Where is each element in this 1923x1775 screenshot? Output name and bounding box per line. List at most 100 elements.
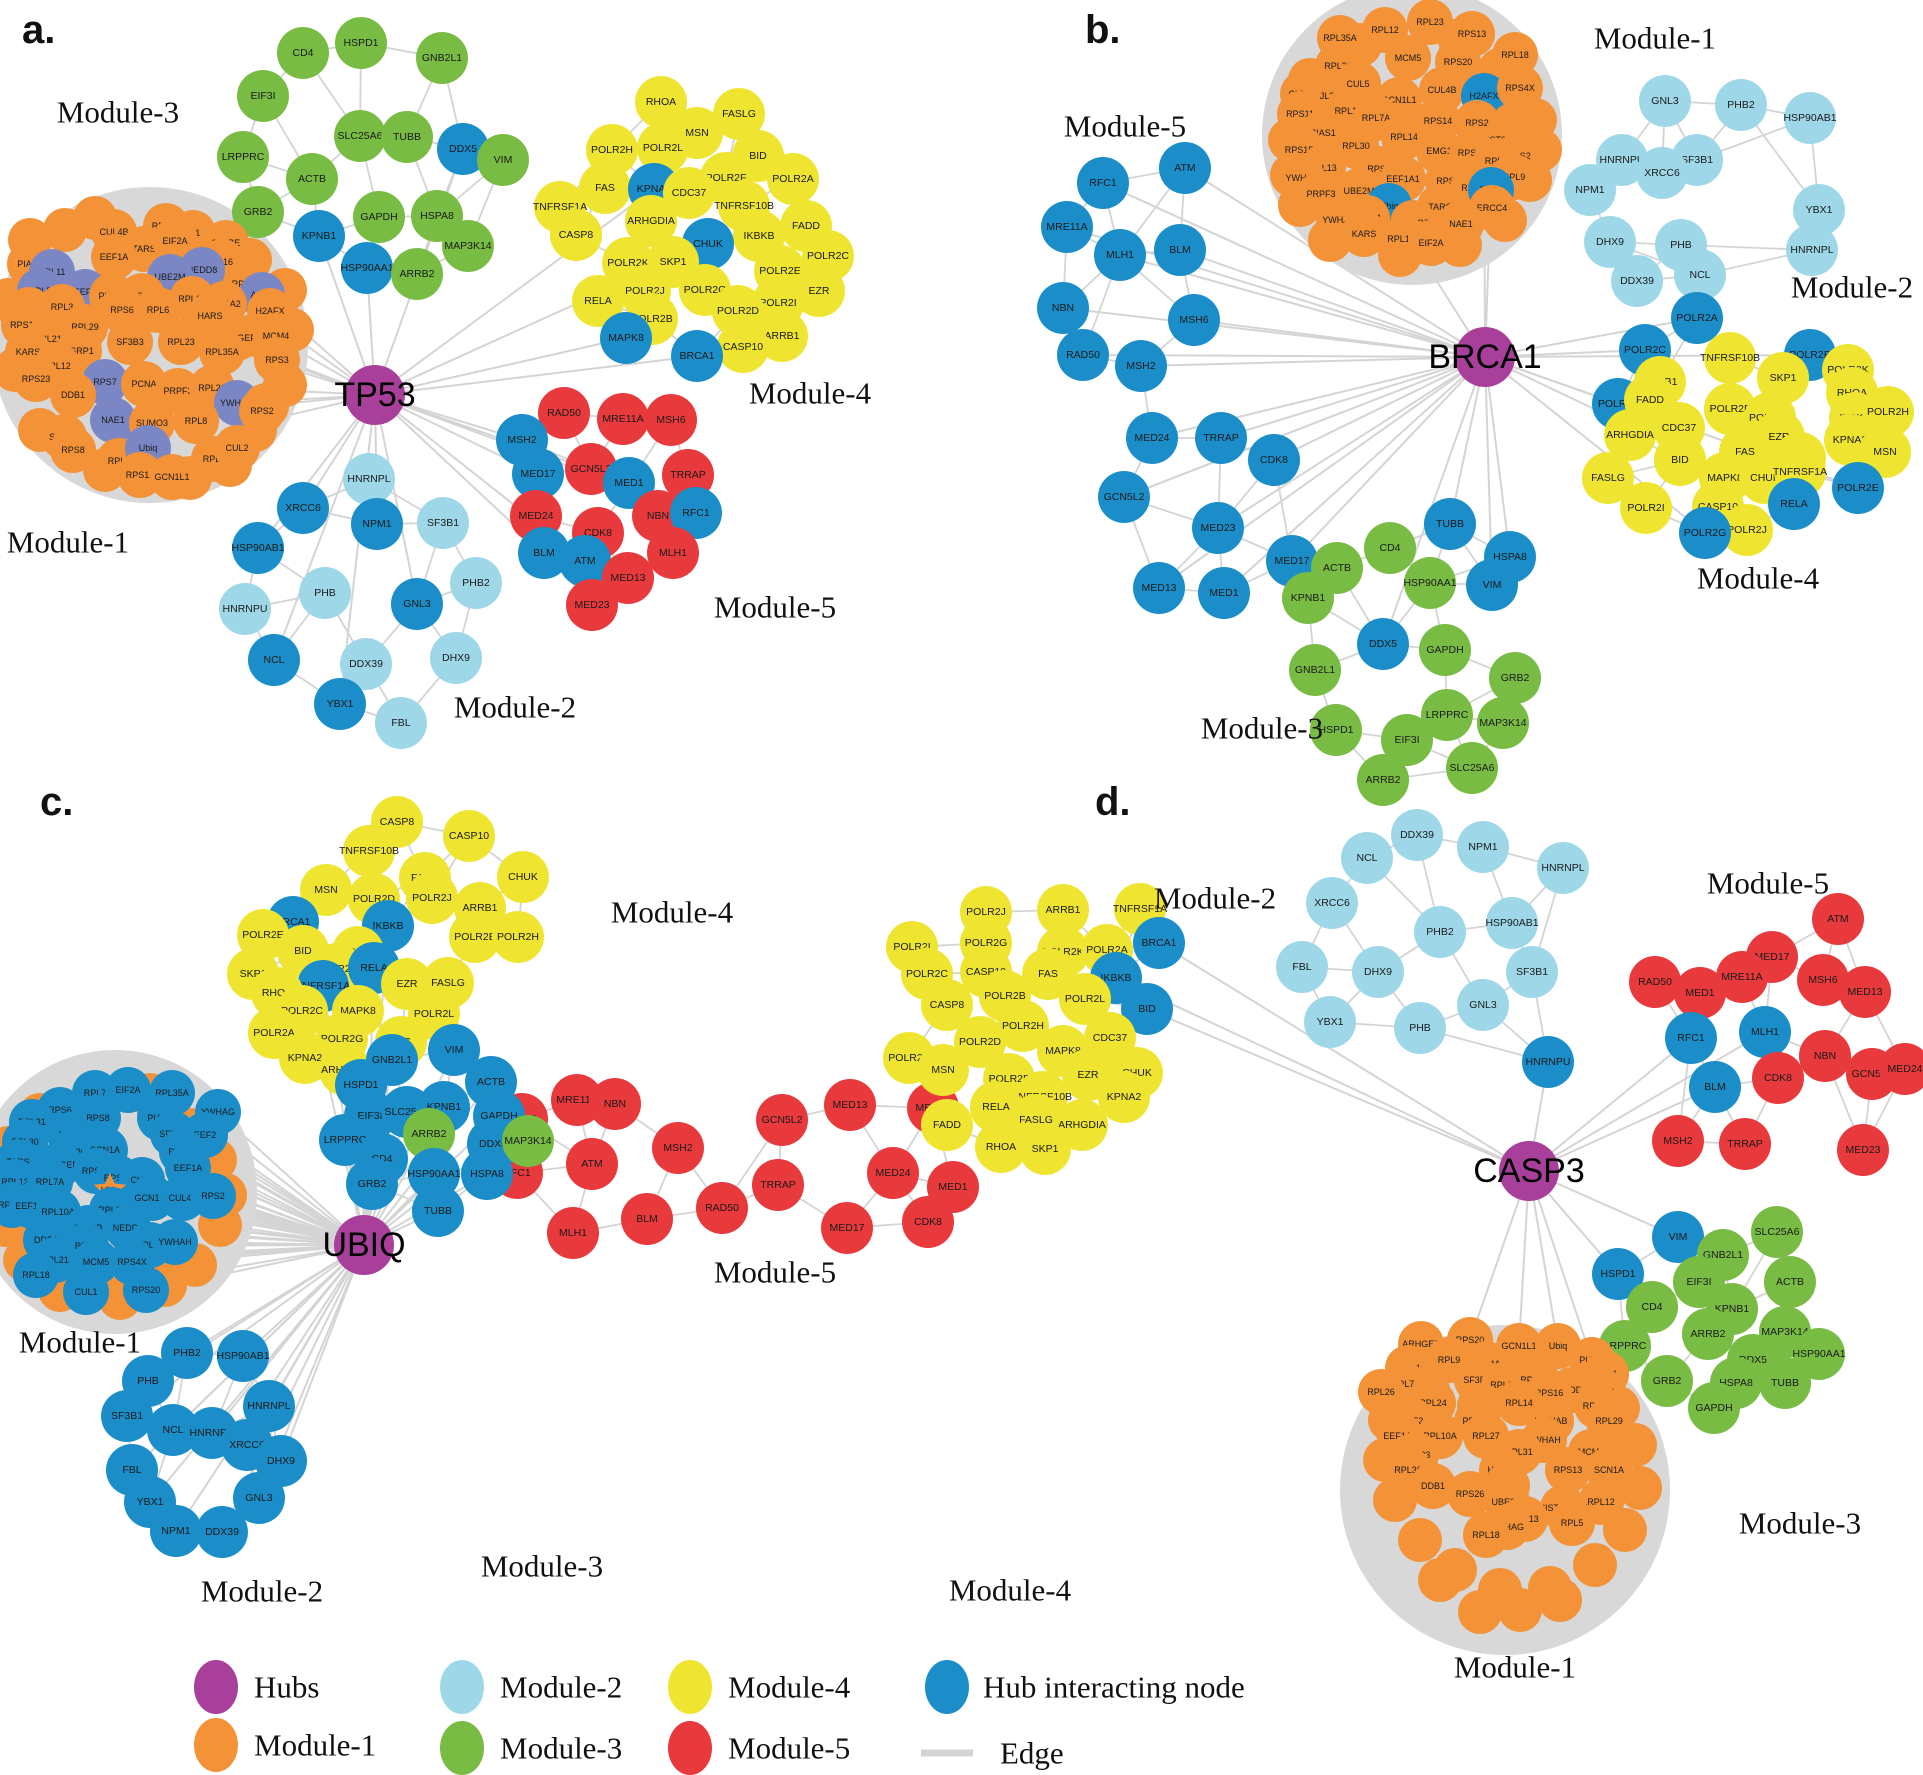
node-label: GCN1L1: [154, 472, 189, 482]
node-nbn: NBN: [589, 1078, 641, 1130]
node-label: POLR2L: [643, 142, 683, 154]
node-label: HSPD1: [1318, 724, 1353, 736]
node-rps13: RPS13: [1545, 1447, 1591, 1493]
node-label: RPL21: [41, 1255, 69, 1265]
node-label: POLR2E: [242, 929, 283, 941]
node-label: BID: [294, 945, 312, 957]
node-label: RPL7A: [1362, 113, 1391, 123]
node-rela: RELA: [1768, 478, 1820, 530]
node-label: RPS15A: [1285, 145, 1320, 155]
node-label: MRE11A: [1046, 221, 1087, 233]
node-dhx9: DHX9: [1352, 946, 1404, 998]
node-label: VIM: [494, 154, 513, 166]
node-label: RAD50: [1638, 976, 1672, 988]
node-med23: MED23: [1192, 502, 1244, 554]
blob-filler-node: [1418, 1558, 1462, 1602]
node-kpna2: KPNA2: [1098, 1071, 1150, 1123]
node-ybx1: YBX1: [314, 678, 366, 730]
legend-module-5: Module-5: [668, 1721, 850, 1775]
node-ywhah: YWHAH: [152, 1219, 198, 1265]
node-label: RPS14: [1424, 116, 1453, 126]
node-rpl6: RPL6: [135, 287, 181, 333]
node-label: EEF1A: [174, 1163, 203, 1173]
node-hsp90ab1: HSP90AB1: [1485, 897, 1539, 949]
node-label: RPL30: [1394, 1465, 1422, 1475]
node-label: MCM5: [1578, 1447, 1605, 1457]
node-label: NEDD8: [1557, 1385, 1588, 1395]
node-label: DDB1: [1421, 1481, 1445, 1491]
node-label: SKP1: [660, 256, 687, 268]
node-label: LRPPRC: [1426, 709, 1469, 721]
node-med24: MED24: [867, 1147, 919, 1199]
node-rps23: RPS23: [13, 356, 59, 402]
node-label: MCM5: [83, 1257, 110, 1267]
node-slc25a6: SLC25A6: [1446, 742, 1498, 794]
node-label: Ubiq: [139, 443, 158, 453]
node-label: RPL8: [185, 416, 208, 426]
node-label: PRPF3: [163, 386, 192, 396]
node-rpl18: RPL18: [13, 1252, 59, 1298]
node-label: POLR2A: [253, 1027, 294, 1039]
node-label: PCNA: [131, 379, 156, 389]
node-label: ARRB1: [462, 902, 497, 914]
panel-letter: b.: [1085, 8, 1121, 52]
node-med23: MED23: [1837, 1124, 1889, 1176]
node-label: POLR2C: [906, 968, 948, 980]
node-label: PIAS1: [1310, 128, 1336, 138]
node-label: FBL: [122, 1464, 141, 1476]
node-label: FBL: [1292, 961, 1311, 973]
node-rps4x: RPS4X: [1497, 65, 1543, 111]
module-caption: Module-5: [1064, 109, 1186, 144]
node-sf3b1: SF3B1: [101, 1390, 153, 1442]
node-label: MED1: [1209, 587, 1238, 599]
node-label: KPNA2: [1833, 434, 1868, 446]
node-label: RPL31: [1505, 1447, 1533, 1457]
node-label: EIF3I: [250, 90, 275, 102]
node-tnfrsf10b: TNFRSF10B: [339, 825, 399, 877]
node-label: XRCC6: [1314, 897, 1350, 909]
node-label: RPL21: [34, 334, 62, 344]
node-label: RELA: [1780, 498, 1807, 510]
node-label: POLR2D: [717, 305, 759, 317]
node-label: ATM: [574, 555, 595, 567]
node-label: POLR2G: [321, 1033, 364, 1045]
node-polr2h: POLR2H: [997, 1000, 1049, 1052]
node-label: RPL12: [1587, 1497, 1615, 1507]
node-label: NPM1: [362, 518, 391, 530]
node-label: CUL5: [1346, 79, 1369, 89]
legend-label: Hub interacting node: [983, 1670, 1245, 1705]
legend-swatch: [668, 1660, 712, 1714]
node-label: RPL9: [1503, 172, 1526, 182]
node-label: PHB2: [462, 577, 490, 589]
node-label: BID: [749, 150, 767, 162]
node-label: YBX1: [137, 1496, 164, 1508]
node-trrap: TRRAP: [1719, 1118, 1771, 1170]
node-label: MSH2: [1663, 1135, 1692, 1147]
node-polr2d: POLR2D: [954, 1016, 1006, 1068]
node-label: MED13: [832, 1099, 867, 1111]
node-label: VIM: [445, 1044, 464, 1056]
node-label: GCN5L2: [571, 463, 612, 475]
node-label: MRE11A: [1721, 971, 1762, 983]
node-label: GNL3: [1469, 999, 1497, 1011]
node-tnfrsf10b: TNFRSF10B: [1700, 332, 1760, 384]
node-label: MED1: [1685, 987, 1714, 999]
node-label: RFC1: [1677, 1032, 1705, 1044]
node-label: DHX9: [267, 1455, 295, 1467]
node-label: SKP1: [1770, 372, 1797, 384]
node-atm: ATM: [559, 535, 611, 587]
node-arrb1: ARRB1: [1037, 884, 1089, 936]
node-label: PHB2: [1426, 926, 1454, 938]
node-kpnb1: KPNB1: [293, 210, 345, 262]
node-label: ARHGDIA: [1058, 1119, 1106, 1131]
node-label: ACTB: [477, 1076, 505, 1088]
node-label: EIF3I: [357, 1110, 382, 1122]
node-gnl3: GNL3: [391, 578, 443, 630]
node-label: GNB2L1: [372, 1054, 412, 1066]
node-hspd1: HSPD1: [1592, 1248, 1644, 1300]
node-label: PHB2: [1727, 99, 1755, 111]
node-rela: RELA: [970, 1081, 1022, 1133]
node-label: RPL24: [1419, 1398, 1447, 1408]
node-nae1: NAE1: [90, 397, 136, 443]
